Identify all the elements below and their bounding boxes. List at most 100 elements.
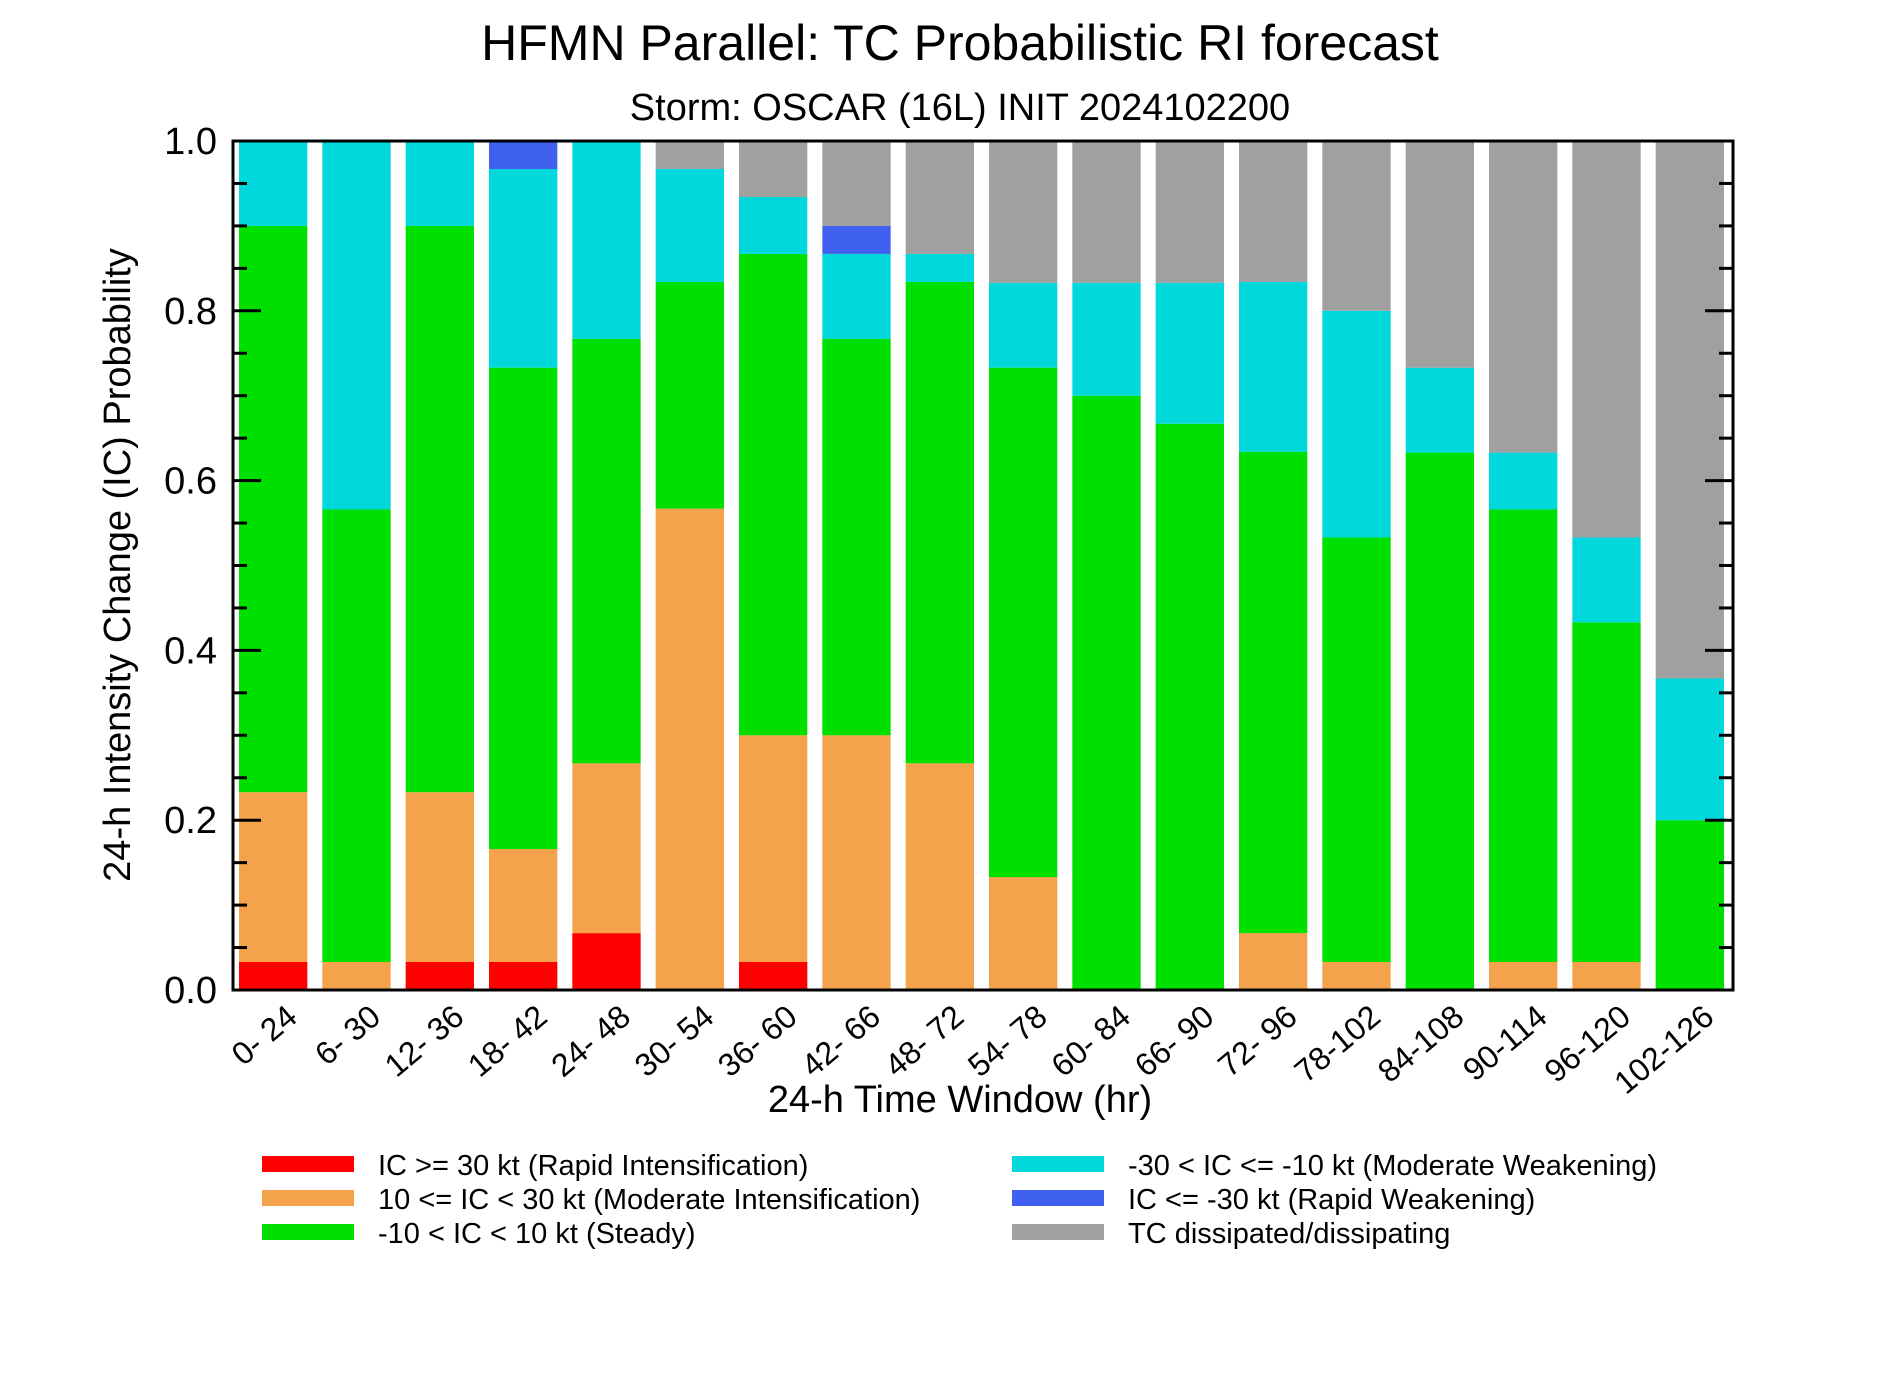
bar-segment-4-7 [822,225,891,254]
bar-segment-3-2 [405,141,474,226]
bar-segment-2-16 [1572,622,1641,962]
y-tick-label: 0.6 [164,461,217,503]
legend-label: TC dissipated/dissipating [1128,1218,1450,1250]
bar-segment-2-9 [989,367,1058,878]
y-tick-label: 0.4 [164,630,217,672]
y-tick-label: 0.0 [164,970,217,1012]
bar-segment-5-15 [1489,141,1558,453]
bar-segment-5-14 [1405,141,1474,368]
bar-segment-5-12 [1239,141,1308,282]
bar-segment-2-11 [1155,423,1224,991]
x-tick-label: 78-102 [1288,998,1387,1090]
bar-segment-2-1 [322,509,391,962]
x-tick-label: 48- 72 [878,998,971,1084]
y-axis-label: 24-h Intensity Change (IC) Probability [97,248,139,882]
bar-segment-1-16 [1572,961,1641,990]
bar-segment-2-6 [739,253,808,736]
bar-segment-3-5 [655,169,724,282]
bar-segment-5-10 [1072,141,1141,283]
bar-segment-3-11 [1155,282,1224,424]
bar-segment-2-3 [489,367,558,850]
x-tick-label: 6- 30 [308,998,387,1072]
bar-segment-1-13 [1322,961,1391,990]
bar-segment-3-0 [239,141,308,226]
legend-label: IC <= -30 kt (Rapid Weakening) [1128,1184,1535,1216]
x-tick-label: 90-114 [1456,998,1554,1088]
legend-swatch [1012,1224,1104,1240]
bar-segment-1-1 [322,961,391,990]
x-tick-label: 12- 36 [378,998,471,1084]
bar-segment-2-13 [1322,537,1391,962]
bar-segment-1-5 [655,508,724,990]
y-tick-label: 0.2 [164,800,217,842]
bar-segment-0-3 [489,961,558,990]
bar-segment-3-1 [322,141,391,510]
legend-label: 10 <= IC < 30 kt (Moderate Intensificati… [378,1184,920,1216]
legend-label: -30 < IC <= -10 kt (Moderate Weakening) [1128,1150,1657,1182]
x-tick-label: 66- 90 [1128,998,1221,1084]
bar-segment-1-4 [572,763,641,934]
bar-segment-5-5 [655,141,724,170]
legend-swatch [1012,1190,1104,1206]
legend-swatch [262,1224,354,1240]
bar-segment-1-9 [989,877,1058,990]
legend-label: IC >= 30 kt (Rapid Intensification) [378,1150,808,1182]
bar-segment-2-17 [1655,820,1724,990]
x-tick-label: 18- 42 [461,998,554,1084]
bar-segment-1-12 [1239,933,1308,990]
bar-segment-5-6 [739,141,808,198]
bar-segment-4-3 [489,141,558,170]
legend: IC >= 30 kt (Rapid Intensification)10 <=… [262,1150,1657,1250]
bar-segment-0-4 [572,933,641,990]
bar-segment-5-11 [1155,141,1224,283]
bar-segment-3-3 [489,169,558,368]
x-tick-label: 42- 66 [794,998,887,1084]
bar-segment-3-8 [905,253,974,282]
chart-subtitle: Storm: OSCAR (16L) INIT 2024102200 [630,87,1290,129]
x-tick-label: 36- 60 [711,998,804,1084]
legend-label: -10 < IC < 10 kt (Steady) [378,1218,696,1250]
y-tick-label: 0.8 [164,291,217,333]
bar-segment-5-7 [822,141,891,226]
bar-segment-5-9 [989,141,1058,283]
x-axis-label: 24-h Time Window (hr) [768,1079,1152,1121]
bar-segment-3-9 [989,282,1058,368]
bar-segment-3-16 [1572,537,1641,623]
bar-segment-1-15 [1489,961,1558,990]
bar-segment-1-2 [405,792,474,962]
bar-segment-2-12 [1239,451,1308,934]
x-tick-label: 72- 96 [1211,998,1304,1084]
bars-group [239,141,1724,991]
bar-segment-1-6 [739,735,808,962]
bar-segment-2-10 [1072,395,1141,990]
x-tick-label: 54- 78 [961,998,1054,1084]
bar-segment-5-8 [905,141,974,254]
x-tick-label: 24- 48 [544,998,637,1084]
x-tick-label: 0- 24 [225,998,304,1072]
x-tick-label: 60- 84 [1044,998,1137,1084]
bar-segment-3-4 [572,141,641,339]
y-axis: 0.0 0.2 0.4 0.6 0.8 1.0 [164,121,1733,1012]
bar-segment-1-0 [239,792,308,962]
bar-segment-3-15 [1489,452,1558,510]
bar-segment-2-5 [655,281,724,509]
bar-segment-3-14 [1405,367,1474,453]
x-tick-label: 30- 54 [628,998,721,1084]
bar-segment-2-2 [405,225,474,793]
legend-swatch [1012,1156,1104,1172]
bar-segment-2-14 [1405,452,1474,991]
bar-segment-2-15 [1489,509,1558,962]
bar-segment-5-17 [1655,141,1724,679]
bar-segment-0-6 [739,961,808,990]
bar-segment-3-7 [822,253,891,339]
bar-segment-2-4 [572,338,641,764]
chart-title: HFMN Parallel: TC Probabilistic RI forec… [481,15,1439,71]
bar-segment-1-3 [489,849,558,962]
bar-segment-1-7 [822,735,891,990]
bar-segment-5-13 [1322,141,1391,311]
x-tick-label: 84-108 [1371,998,1470,1090]
legend-swatch [262,1156,354,1172]
bar-segment-2-7 [822,338,891,736]
bar-segment-3-10 [1072,282,1141,396]
bar-segment-5-16 [1572,141,1641,538]
